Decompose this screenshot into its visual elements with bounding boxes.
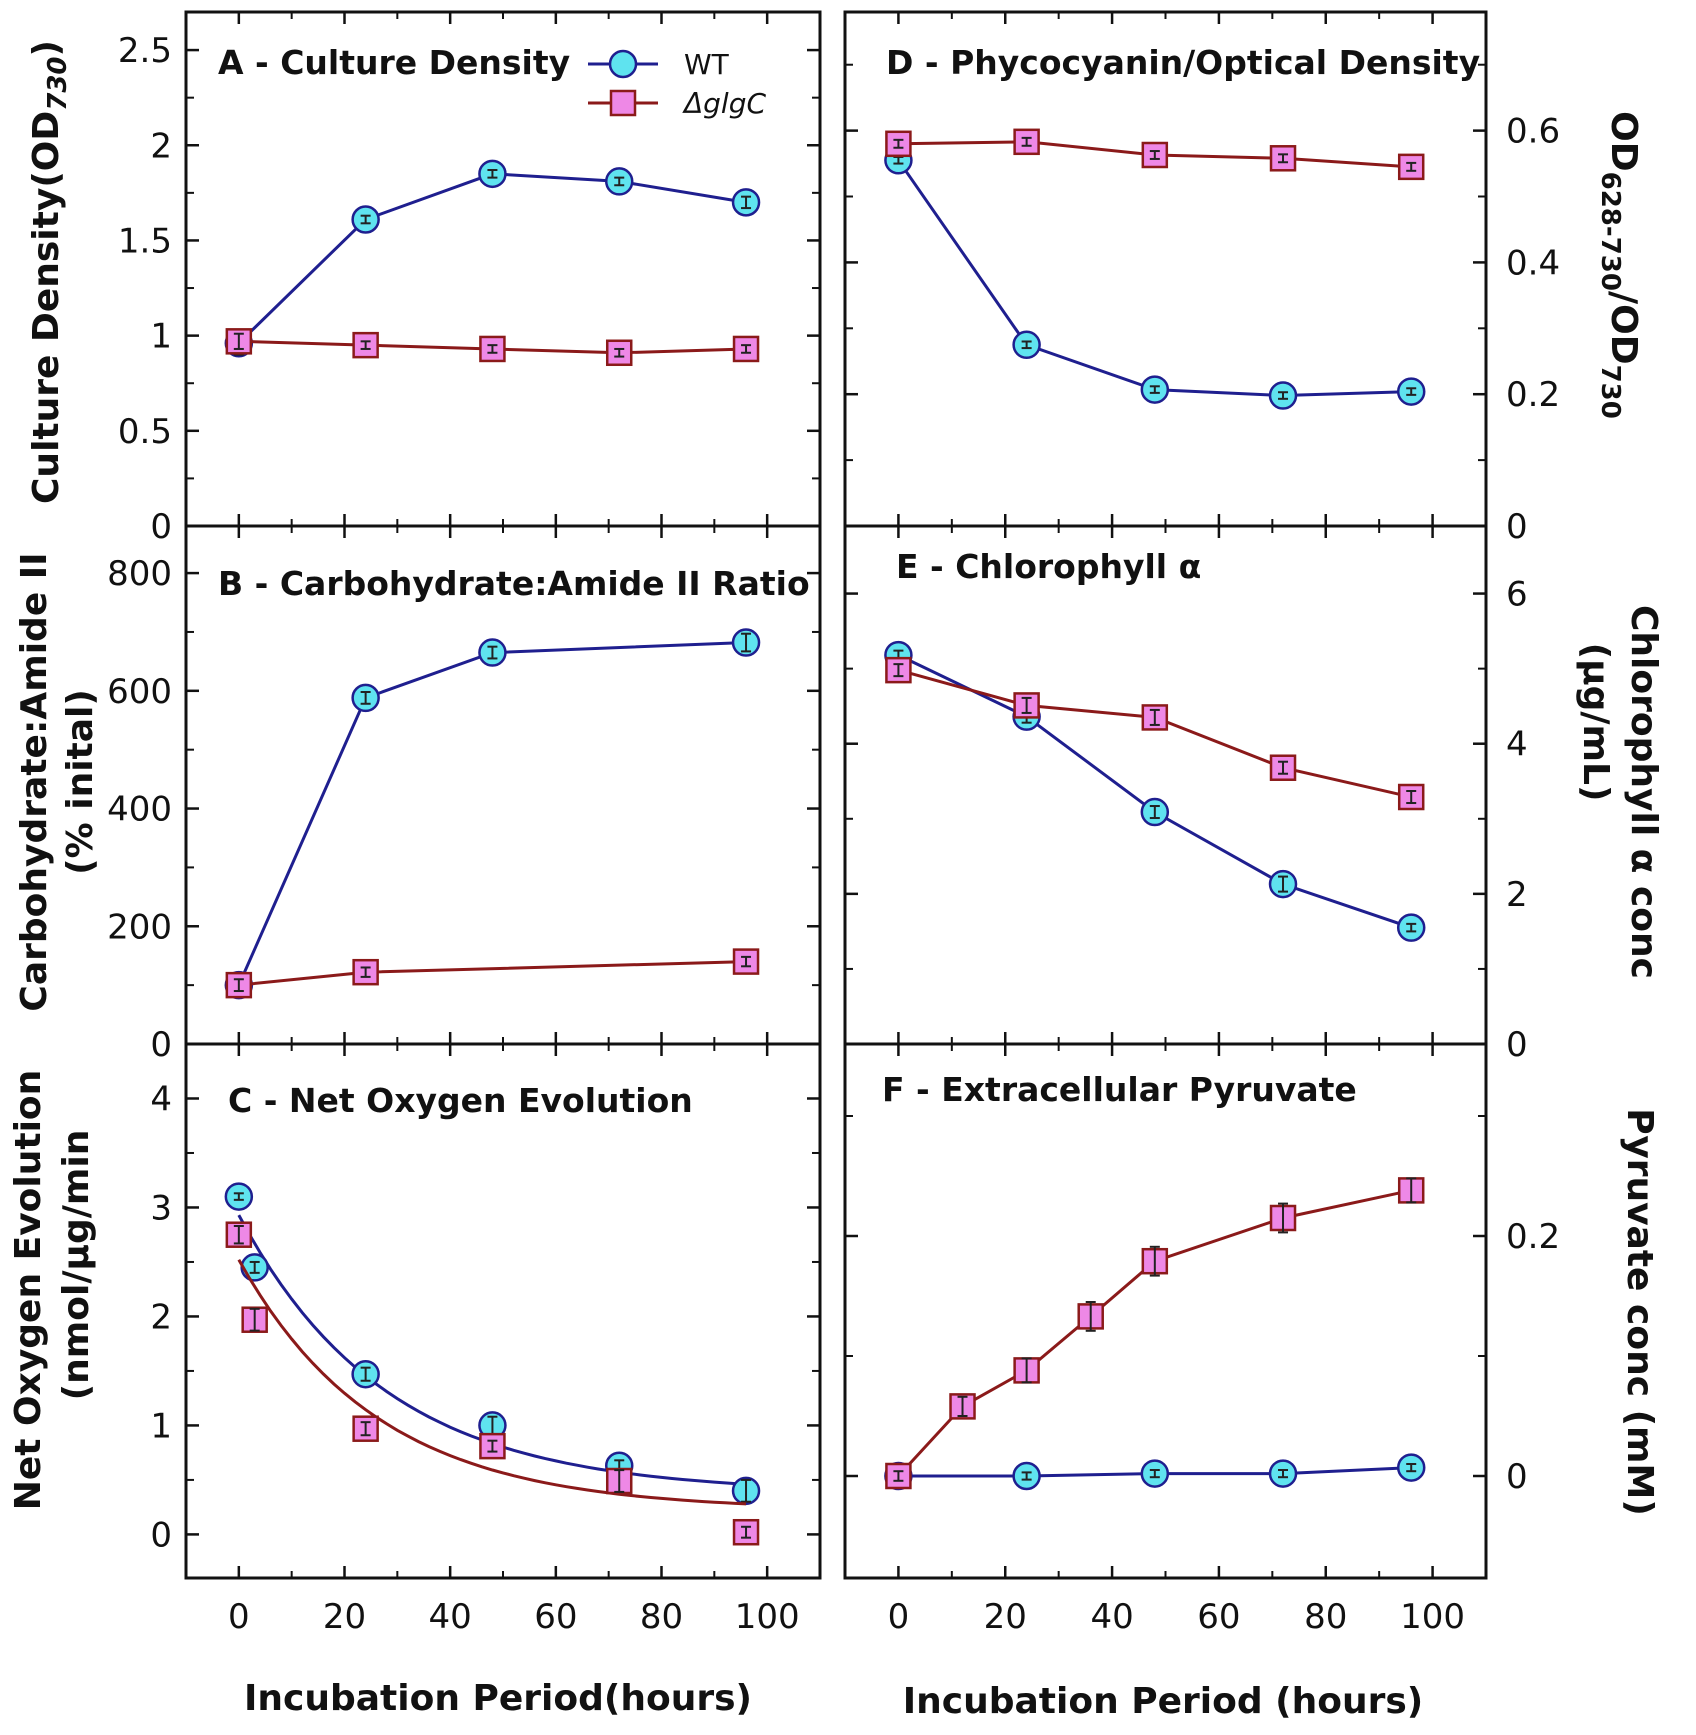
panel-e-ytick-label: 0 [1506,1025,1528,1065]
panel-b-ytick-label: 400 [107,790,172,830]
panel-c: 0 20 40 60 80 100 0 1 2 3 4 [150,1042,822,1637]
panel-c-xtick-label: 40 [429,1597,472,1637]
panel-a-ytick-label: 2.5 [118,31,172,71]
panel-b-ytick-label: 0 [150,1025,172,1065]
x-axis-title-right: Incubation Period (hours) [903,1681,1424,1722]
panel-d-frame [843,10,1488,528]
panel-b-ytick-label: 200 [107,907,172,947]
panel-c-title: C - Net Oxygen Evolution [228,1081,693,1120]
legend-wt-marker [608,49,638,79]
panel-d: 0 0.2 0.4 0.6 [843,10,1560,547]
panel-b-mutant-line [238,960,747,987]
panel-a-ytick-label: 1 [150,317,172,357]
panel-f-xtick-label: 40 [1090,1597,1133,1637]
panel-e-wt-line [897,653,1412,930]
panel-a-ylabel: Culture Density(OD730) [26,40,73,504]
panel-c-ytick-label: 1 [150,1406,172,1446]
panel-a-ytick-label: 1.5 [118,221,172,261]
panel-c-mutant-fit-curve [237,1259,747,1506]
panel-c-xtick-label: 80 [640,1597,683,1637]
panel-f-mutant-line [897,1188,1412,1478]
panel-f: 0 20 40 60 80 100 0 0.2 [843,1042,1560,1637]
panel-f-ytick-label: 0.2 [1506,1217,1560,1257]
panel-d-ytick-label: 0.4 [1506,243,1560,283]
panel-c-xtick-label: 0 [228,1597,250,1637]
panel-b-ylabel-line1: Carbohydrate:Amide II [14,552,55,1011]
panel-e-title: E - Chlorophyll α [896,547,1201,586]
panel-b-wt-line [237,641,747,986]
panel-e-ytick-label: 4 [1506,725,1528,765]
panel-e-frame [843,524,1488,1046]
panel-b-ytick-label: 800 [107,554,172,594]
panel-d-ytick-label: 0.6 [1506,112,1560,152]
legend-mutant-marker [609,89,637,117]
panel-c-ylabel-line1: Net Oxygen Evolution [8,1070,49,1511]
panel-a-ytick-label: 2 [150,126,172,166]
panel-d-mutant-point [1397,153,1425,181]
panel-c-xtick-label: 100 [735,1597,800,1637]
legend-wt-label: WT [684,48,730,81]
legend-mutant-label: ΔglgC [682,87,766,120]
panel-f-title: F - Extracellular Pyruvate [882,1070,1357,1109]
panel-b-ylabel-line2: (% inital) [60,689,101,875]
panel-c-ytick-label: 3 [150,1188,172,1228]
panel-b: 0 200 400 600 800 [107,524,822,1065]
panel-b-frame [184,524,822,1046]
panel-e-ytick-label: 6 [1506,575,1528,615]
panel-c-frame [184,1042,822,1580]
panel-d-title: D - Phycocyanin/Optical Density [886,43,1480,82]
panel-f-xtick-label: 60 [1197,1597,1240,1637]
panel-d-ylabel: OD628-730/OD730 [1595,111,1644,419]
panel-a-wt-line [237,172,747,345]
panel-e-ylabel-line1: Chlorophyll α conc [1623,605,1664,979]
panel-e-ytick-label: 2 [1506,875,1528,915]
panel-f-ylabel: Pyruvate conc (mM) [1619,1108,1660,1516]
panel-c-xtick-label: 60 [534,1597,577,1637]
panel-b-title: B - Carbohydrate:Amide II Ratio [218,564,810,603]
panel-d-ytick-label: 0.2 [1506,375,1560,415]
panel-a-ytick-label: 0.5 [118,412,172,452]
panel-a-title: A - Culture Density [218,43,570,82]
panel-d-wt-line [897,159,1412,398]
panel-c-mutant-point [479,1432,506,1460]
panel-f-ytick-label: 0 [1506,1457,1528,1497]
panel-e-mutant-line [898,668,1412,799]
panel-c-ytick-label: 2 [150,1297,172,1337]
panel-c-ylabel-line2: (nmol/μg/min [56,1130,97,1401]
panel-a-ytick-label: 0 [150,507,172,547]
legend: WT ΔglgC [588,48,766,120]
panel-f-xtick-label: 80 [1304,1597,1347,1637]
panel-d-mutant-point [885,130,912,158]
panel-f-xtick-label: 20 [984,1597,1027,1637]
panel-b-ytick-label: 600 [107,672,172,712]
panel-e-ylabel-line2: (μg/mL) [1575,643,1616,802]
x-axis-title-left: Incubation Period(hours) [244,1678,752,1719]
panel-f-xtick-label: 0 [888,1597,910,1637]
panel-c-ytick-label: 4 [150,1079,172,1119]
panel-c-ytick-label: 0 [150,1515,172,1555]
panel-f-frame [843,1042,1488,1580]
panel-f-xtick-label: 100 [1400,1597,1465,1637]
panel-d-ytick-label: 0 [1506,507,1528,547]
panel-c-xtick-label: 20 [323,1597,366,1637]
panel-a-mutant-point [732,335,760,363]
panel-e: 0 2 4 6 [843,524,1528,1065]
